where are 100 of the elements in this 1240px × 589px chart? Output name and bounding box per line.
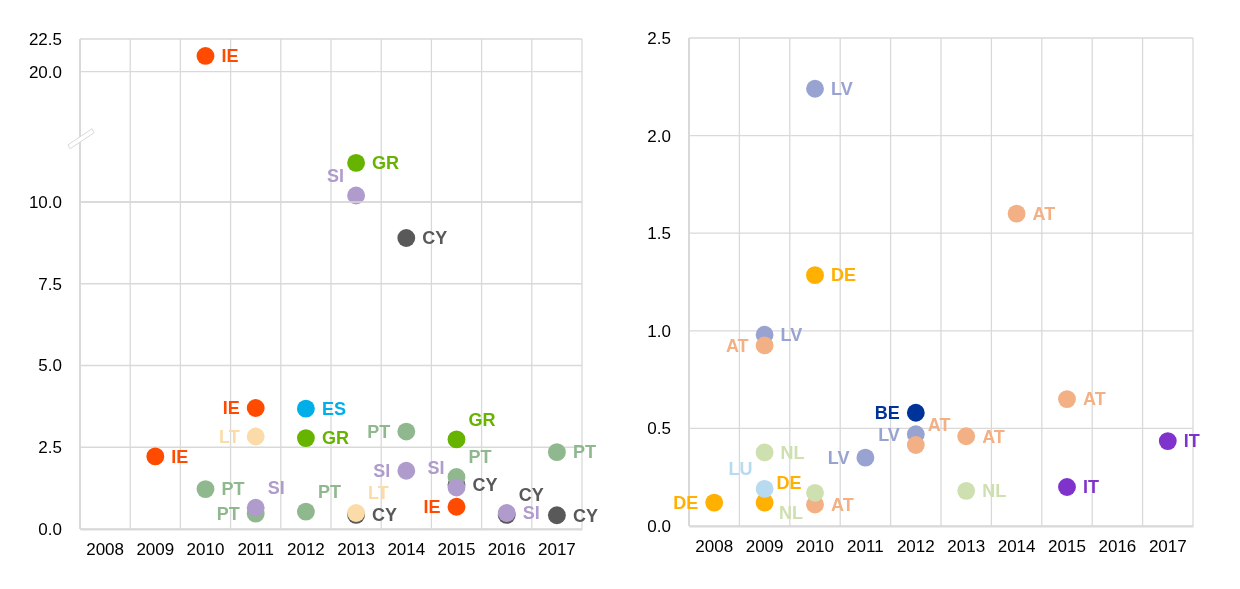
x-tick-label: 2010 xyxy=(186,540,225,560)
point xyxy=(856,448,875,467)
text: LT xyxy=(219,426,240,447)
y-tick-label: 7.5 xyxy=(38,274,62,294)
point xyxy=(957,427,976,446)
point xyxy=(806,266,824,285)
point xyxy=(447,430,466,449)
text: PT xyxy=(216,503,240,524)
series-label: LV xyxy=(831,79,853,100)
text: CY xyxy=(422,228,448,249)
y-tick-label: 20.0 xyxy=(28,62,62,82)
x-tick-label: 2011 xyxy=(237,540,274,560)
x-tick-label: 2009 xyxy=(745,537,784,557)
text: GR xyxy=(321,428,349,449)
y-tick-label: 1.5 xyxy=(647,224,671,244)
series-label: IT xyxy=(1083,477,1099,498)
series-label: GR xyxy=(468,409,496,430)
x-tick-label: 2011 xyxy=(847,537,884,557)
point xyxy=(755,480,774,498)
text: LV xyxy=(780,325,803,345)
point xyxy=(755,336,774,355)
point xyxy=(547,443,566,462)
text: PT xyxy=(367,421,391,442)
y-tick-label: 2.0 xyxy=(647,126,671,146)
text: AT xyxy=(1083,389,1106,410)
text: IT xyxy=(1183,431,1200,452)
text: CY xyxy=(472,475,498,496)
text: AT xyxy=(982,426,1005,447)
point xyxy=(296,502,315,521)
point xyxy=(397,229,416,247)
text: DE xyxy=(673,492,699,513)
y-tick-label: 0.5 xyxy=(647,419,671,439)
point xyxy=(957,481,976,500)
text: PT xyxy=(572,442,596,463)
series-label: CY xyxy=(518,485,544,506)
y-tick-label: 10.0 xyxy=(28,192,62,212)
text: DE xyxy=(831,265,857,286)
series-label: DE xyxy=(776,472,802,493)
y-tick-label: 0.0 xyxy=(38,519,62,539)
x-tick-label: 2009 xyxy=(136,540,175,560)
point xyxy=(906,403,925,422)
series-label: IE xyxy=(423,497,441,518)
point xyxy=(705,493,724,512)
x-tick-label: 2012 xyxy=(286,540,325,560)
point xyxy=(447,497,466,516)
text: IE xyxy=(222,398,240,419)
point xyxy=(397,461,416,480)
point xyxy=(1158,432,1177,450)
point xyxy=(755,443,774,462)
x-tick-label: 2012 xyxy=(896,537,935,557)
text: LV xyxy=(827,447,850,468)
point xyxy=(1007,204,1026,223)
series-label: SI xyxy=(267,478,285,499)
point xyxy=(246,399,265,417)
text: PT xyxy=(221,479,245,500)
x-tick-label: 2008 xyxy=(695,537,734,557)
series-label: AT xyxy=(927,415,951,436)
text: AT xyxy=(725,335,749,356)
x-tick-label: 2014 xyxy=(387,540,426,560)
text: NL xyxy=(982,481,1007,502)
x-tick-label: 2017 xyxy=(1148,537,1187,557)
point xyxy=(246,427,265,446)
text: SI xyxy=(427,457,445,478)
y-tick-label: 5.0 xyxy=(38,356,62,376)
series-label: GR xyxy=(372,153,400,174)
text: LV xyxy=(878,424,900,445)
x-tick-label: 2015 xyxy=(1048,537,1086,557)
y-tick-label: 1.0 xyxy=(647,321,671,341)
series-label: SI xyxy=(327,165,345,186)
series-label: LT xyxy=(368,483,389,504)
series-label: NL xyxy=(779,503,803,524)
series-label: ES xyxy=(321,398,346,419)
y-tick-label: 0.0 xyxy=(647,516,671,536)
point xyxy=(806,79,824,98)
x-tick-label: 2010 xyxy=(796,537,834,557)
text: SI xyxy=(522,503,540,524)
text: AT xyxy=(1032,203,1056,224)
point xyxy=(296,429,315,447)
point xyxy=(806,483,824,502)
series-label: PT xyxy=(317,481,341,502)
point xyxy=(246,498,265,517)
y-tick-label: 22.5 xyxy=(28,29,62,49)
text: SI xyxy=(373,461,391,482)
point xyxy=(196,480,215,499)
point xyxy=(146,447,165,466)
x-tick-label: 2017 xyxy=(537,540,576,560)
text: PT xyxy=(468,447,492,468)
text: CY xyxy=(372,505,398,526)
text: AT xyxy=(831,494,854,515)
series-label: LU xyxy=(728,459,753,480)
x-tick-label: 2015 xyxy=(437,540,476,560)
text: NL xyxy=(780,442,805,463)
point xyxy=(347,153,366,172)
x-tick-label: 2014 xyxy=(997,537,1036,557)
point xyxy=(397,422,416,441)
x-tick-label: 2013 xyxy=(947,537,986,557)
point xyxy=(196,47,215,65)
x-tick-label: 2013 xyxy=(337,540,376,560)
x-tick-label: 2016 xyxy=(1098,537,1137,557)
series-label: BE xyxy=(874,403,900,424)
